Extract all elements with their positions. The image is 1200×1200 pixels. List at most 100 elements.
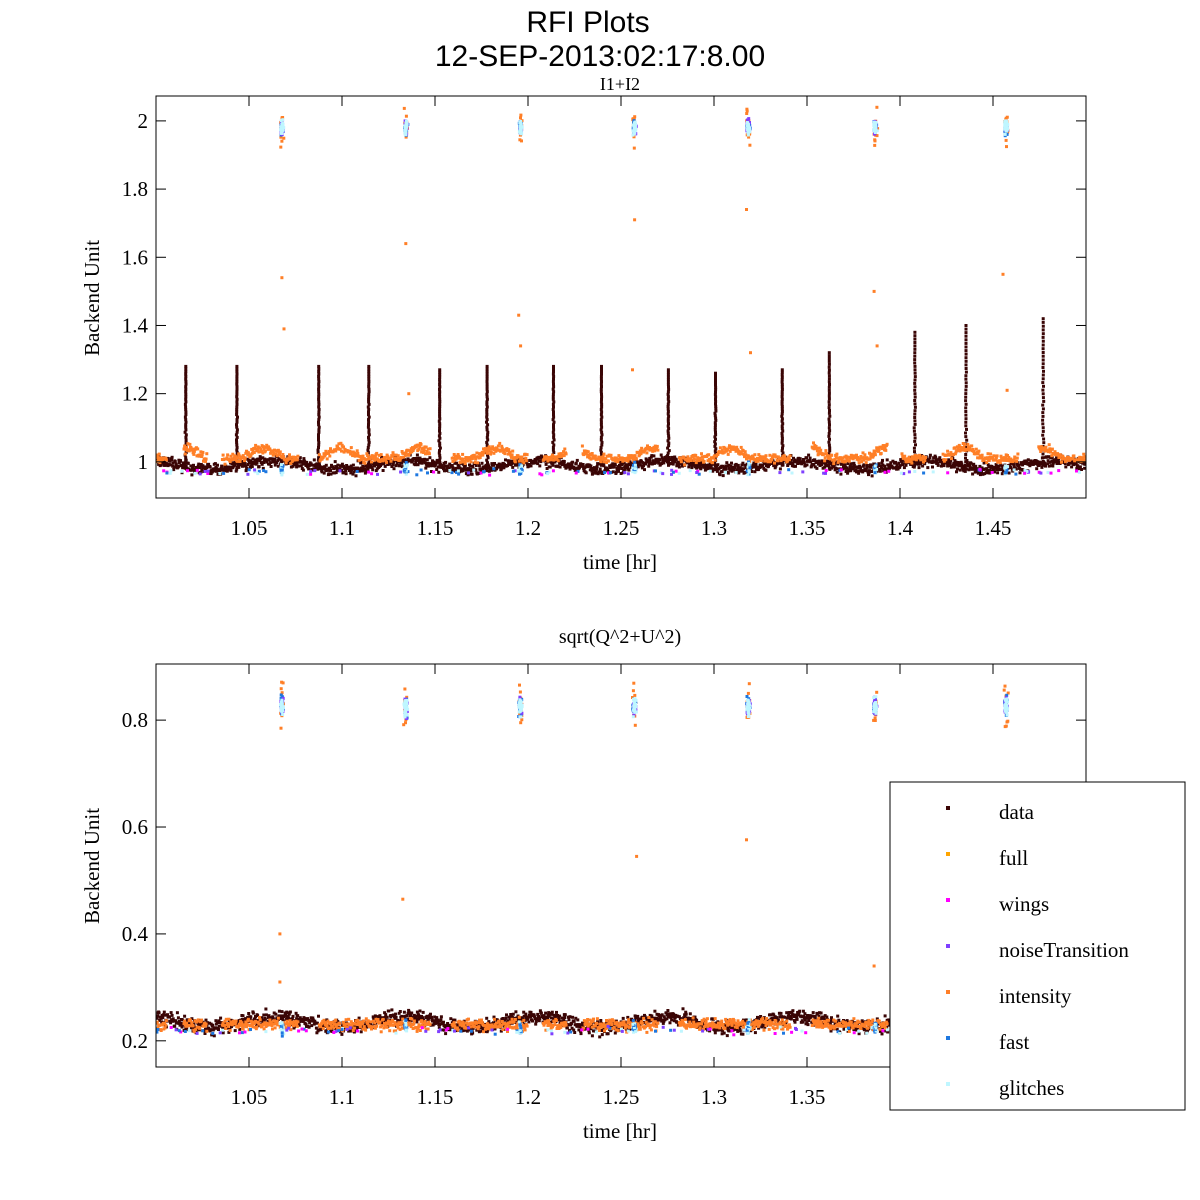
spike-point <box>600 440 604 444</box>
spike-point <box>913 463 917 467</box>
intensity-point <box>735 445 739 449</box>
data-point <box>861 470 865 474</box>
data-point <box>453 461 457 465</box>
intensity-point <box>416 443 420 447</box>
intensity-point <box>383 456 387 459</box>
spike-point <box>235 370 239 373</box>
fast-point <box>457 472 461 476</box>
spike-point <box>827 440 831 444</box>
data-point <box>380 455 383 459</box>
noiseTransition-point <box>778 471 782 475</box>
data-point <box>297 464 301 468</box>
intensity-point <box>987 458 991 462</box>
spike-point <box>367 440 371 444</box>
data-point <box>982 461 986 465</box>
spike-point <box>552 390 556 394</box>
noiseTransition-point <box>902 472 906 476</box>
intensity-point <box>418 445 422 449</box>
data-point <box>833 468 837 472</box>
spike-point <box>780 412 784 416</box>
data-point <box>374 469 378 473</box>
spike-point <box>1041 422 1045 426</box>
spike-point <box>600 397 603 401</box>
spike-point <box>235 410 239 414</box>
spike-point <box>367 463 371 467</box>
intensity-point <box>644 446 648 450</box>
spike-point <box>780 427 784 430</box>
data-point <box>413 1017 417 1021</box>
intensity-point <box>363 461 367 465</box>
data-point <box>536 462 540 466</box>
intensity-point <box>830 453 834 457</box>
spike-point <box>486 461 489 465</box>
data-point <box>740 469 744 473</box>
data-point <box>469 464 473 468</box>
data-point <box>258 459 262 463</box>
data-point <box>418 1014 421 1018</box>
noiseTransition-point <box>198 472 202 476</box>
intensity-point <box>463 460 467 464</box>
data-point <box>405 1014 409 1018</box>
data-point <box>724 467 728 471</box>
data-point <box>1074 462 1078 466</box>
intensity-point <box>273 448 276 452</box>
data-point <box>296 1017 300 1021</box>
data-point <box>442 467 445 471</box>
spike-point <box>552 428 556 432</box>
data-point <box>741 461 745 465</box>
spike-point <box>317 410 321 414</box>
spike-point <box>913 412 917 416</box>
spike-point <box>485 443 489 447</box>
spike-point <box>912 429 916 433</box>
spike-point <box>1041 429 1045 433</box>
data-point <box>340 1032 344 1036</box>
data-point <box>1046 459 1050 463</box>
data-point <box>437 470 441 474</box>
data-point <box>617 469 620 473</box>
intensity-point <box>774 455 778 459</box>
intensity-point <box>340 443 344 447</box>
intensity-point <box>903 454 907 458</box>
data-point <box>880 466 883 470</box>
spike-point <box>438 446 442 450</box>
data-point <box>956 461 960 464</box>
spike-point <box>667 422 670 426</box>
intensity-point <box>522 461 526 465</box>
data-point <box>927 458 931 462</box>
spike-point <box>438 431 442 435</box>
intensity-point <box>259 447 263 451</box>
glitches-point <box>633 120 637 124</box>
intensity-point <box>384 458 388 462</box>
spike-point <box>964 402 968 406</box>
intensity-point <box>229 454 233 458</box>
spike-point <box>714 383 717 387</box>
intensity-point <box>872 449 876 453</box>
wings-point <box>824 469 828 472</box>
data-point <box>498 463 502 467</box>
calibration-point <box>518 469 522 473</box>
spike-point <box>714 430 717 434</box>
data-point <box>338 1030 342 1034</box>
spike-point <box>913 450 916 454</box>
wings-point <box>883 470 887 474</box>
intensity-point <box>754 459 758 463</box>
data-point <box>622 461 626 465</box>
spike-point <box>317 433 320 437</box>
intensity-point <box>950 457 953 461</box>
data-point <box>807 453 811 457</box>
intensity-point <box>604 457 608 461</box>
intensity-point <box>626 459 630 463</box>
data-point <box>229 469 233 473</box>
data-point <box>260 1016 264 1020</box>
wings-point <box>162 469 166 473</box>
intensity-point <box>875 134 879 138</box>
spike-point <box>666 368 670 372</box>
data-point <box>560 460 564 464</box>
intensity-point <box>475 451 479 455</box>
glitches-point <box>931 470 935 474</box>
data-point <box>291 464 295 468</box>
data-point <box>365 465 369 469</box>
data-point <box>353 467 357 470</box>
data-point <box>895 463 899 467</box>
data-point <box>930 461 934 464</box>
